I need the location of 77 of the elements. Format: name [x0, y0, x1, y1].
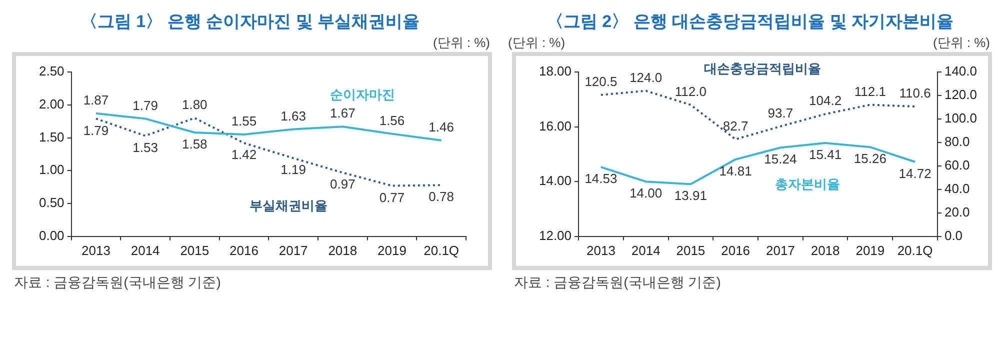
- y-tick-label: 16.00: [538, 118, 572, 134]
- data-label: 1.79: [83, 122, 109, 138]
- data-label: 1.55: [231, 114, 257, 129]
- y2-tick-label: 80.0: [944, 134, 970, 150]
- y2-tick-label: 60.0: [944, 158, 970, 173]
- data-label: 112.1: [854, 84, 886, 99]
- data-label: 1.67: [330, 106, 356, 121]
- data-label: 82.7: [722, 118, 748, 134]
- data-label: 14.00: [630, 186, 662, 201]
- text: 대손충당금적립비율: [704, 61, 821, 76]
- x-tick-label: 2017: [766, 242, 795, 258]
- y-axis-title: (단위 : %): [508, 34, 566, 52]
- data-label: 1.42: [231, 147, 257, 162]
- data-label: 1.19: [280, 162, 306, 178]
- y-tick-label: 1.50: [38, 129, 64, 144]
- x-tick-label: 2014: [631, 242, 660, 258]
- data-label: 120.5: [584, 74, 618, 89]
- y-tick-label: 18.00: [538, 64, 572, 79]
- x-tick-label: 20.1Q: [424, 242, 460, 258]
- y-tick-label: 2.50: [38, 64, 64, 79]
- y2-tick-label: 20.0: [944, 204, 970, 220]
- x-tick-label: 2013: [586, 242, 616, 258]
- data-label: 110.6: [899, 86, 931, 101]
- data-label: 0.78: [428, 189, 454, 204]
- data-label: 1.80: [182, 97, 208, 112]
- data-label: 1.79: [132, 98, 158, 113]
- y-tick-label: 1.00: [38, 162, 64, 178]
- data-label: 15.26: [854, 151, 886, 166]
- x-tick-label: 20.1Q: [897, 242, 933, 258]
- data-label: 93.7: [768, 105, 794, 120]
- y-tick-label: 2.00: [38, 96, 64, 112]
- text: 총자본비율: [774, 176, 840, 192]
- x-tick-label: 2015: [180, 242, 210, 258]
- data-label: 15.41: [809, 147, 842, 162]
- y2-axis-title: (단위 : %): [932, 34, 990, 52]
- x-tick-label: 2017: [278, 242, 308, 258]
- y-tick-label: 12.00: [538, 228, 572, 243]
- data-label: 1.87: [83, 92, 109, 108]
- text: 자료 : 금융감독원(국내은행 기준): [14, 274, 222, 292]
- x-tick-label: 2018: [328, 242, 358, 258]
- y-tick-label: 0.50: [38, 195, 64, 210]
- x-tick-label: 2019: [856, 242, 885, 258]
- x-tick-label: 2018: [810, 242, 840, 258]
- data-label: 14.53: [584, 171, 618, 186]
- data-label: 124.0: [630, 70, 662, 85]
- data-label: 0.77: [379, 190, 405, 205]
- data-label: 14.81: [719, 163, 752, 178]
- x-tick-label: 2016: [230, 242, 258, 258]
- text: 부실채권비율: [249, 198, 328, 214]
- x-tick-label: 2015: [676, 242, 706, 258]
- data-label: 1.63: [280, 108, 306, 124]
- x-tick-label: 2019: [378, 242, 406, 258]
- x-tick-label: 2013: [82, 242, 110, 258]
- data-label: 1.46: [428, 119, 454, 134]
- y2-tick-label: 0.0: [944, 228, 963, 243]
- y2-tick-label: 120.0: [944, 87, 978, 102]
- x-tick-label: 2014: [130, 242, 160, 258]
- data-label: 1.58: [182, 136, 208, 152]
- y-tick-label: 14.00: [538, 173, 572, 188]
- data-label: 1.56: [379, 112, 405, 128]
- chart-title: 〈그림 2〉 은행 대손충당금적립비율 및 자기자본비율: [545, 11, 955, 33]
- data-label: 1.53: [132, 140, 158, 155]
- data-label: 13.91: [674, 188, 707, 204]
- y2-tick-label: 100.0: [944, 110, 978, 126]
- y-axis-title: (단위 : %): [432, 34, 490, 52]
- data-label: 104.2: [809, 93, 842, 108]
- data-label: 14.72: [898, 166, 932, 181]
- chart-title: 〈그림 1〉 은행 순이자마진 및 부실채권비율: [79, 11, 421, 33]
- x-tick-label: 2016: [721, 242, 750, 258]
- y2-tick-label: 140.0: [944, 64, 978, 79]
- y2-tick-label: 40.0: [944, 181, 970, 196]
- data-label: 15.24: [764, 152, 797, 167]
- y-tick-label: 0.00: [38, 228, 64, 243]
- series-label: 순이자마진: [330, 87, 395, 102]
- data-label: 112.0: [674, 84, 706, 99]
- text: 자료 : 금융감독원(국내은행 기준): [514, 274, 722, 292]
- data-label: 0.97: [330, 176, 356, 192]
